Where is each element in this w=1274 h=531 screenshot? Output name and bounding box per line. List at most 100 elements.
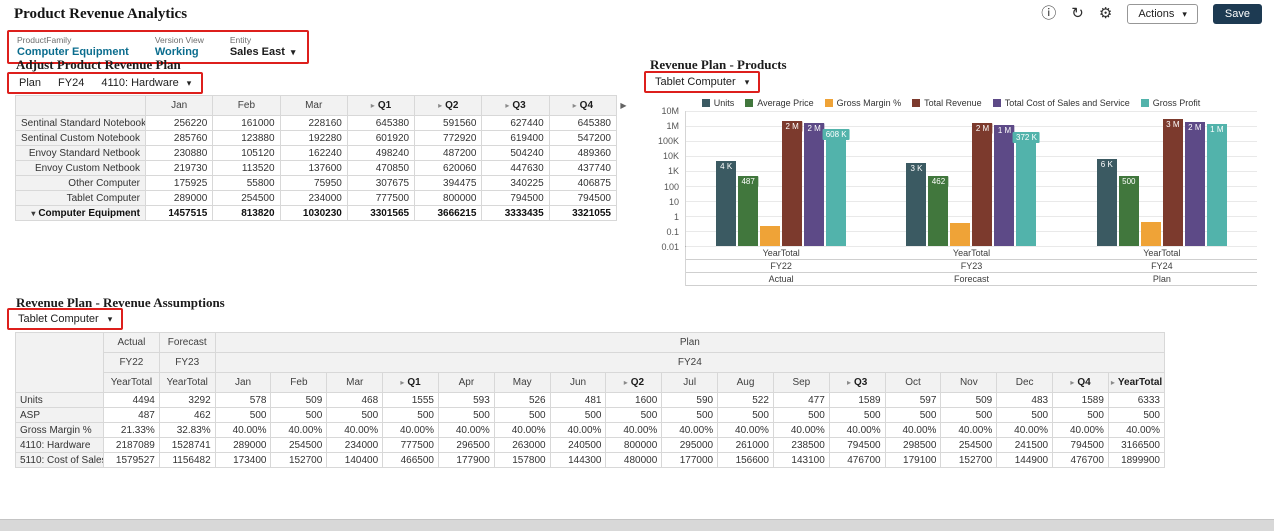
bar-total-cost-of-sales-and-service[interactable]: 2 M	[804, 123, 825, 246]
grid-cell[interactable]: 40.00%	[717, 422, 774, 438]
grid-cell[interactable]: 619400	[481, 130, 550, 146]
save-button[interactable]: Save	[1212, 4, 1262, 24]
column-header[interactable]: ▸ Q2	[414, 95, 483, 116]
row-header[interactable]: Tablet Computer	[15, 190, 146, 206]
grid-cell[interactable]: 298500	[884, 437, 942, 453]
grid-cell[interactable]: 40.00%	[605, 422, 663, 438]
grid-cell[interactable]: 794500	[1052, 437, 1109, 453]
bar-average-price[interactable]: 487	[738, 175, 759, 246]
grid-cell[interactable]: 40.00%	[996, 422, 1054, 438]
info-icon[interactable]: ⓘ	[1041, 5, 1057, 22]
column-header[interactable]: Dec	[996, 372, 1054, 393]
column-header[interactable]: ▸ Q4	[548, 95, 618, 116]
grid-cell[interactable]: 597	[884, 392, 942, 408]
grid-cell[interactable]: 1030230	[279, 205, 348, 221]
grid-cell[interactable]: 55800	[212, 175, 281, 191]
grid-cell[interactable]: 179100	[884, 452, 942, 468]
grid-cell[interactable]: 480000	[605, 452, 663, 468]
grid-cell[interactable]: 777500	[382, 437, 439, 453]
grid-cell[interactable]: 173400	[214, 452, 272, 468]
bar-total-revenue[interactable]: 2 M	[782, 120, 803, 246]
pov-member-account[interactable]: 4110: Hardware	[101, 77, 179, 89]
bar-gross-profit[interactable]: 1 M	[1206, 124, 1227, 246]
grid-cell[interactable]: 261000	[717, 437, 774, 453]
column-header[interactable]: Sep	[772, 372, 830, 393]
column-header[interactable]: Oct	[884, 372, 942, 393]
grid-cell[interactable]: 3666215	[414, 205, 483, 221]
expand-icon[interactable]: ▸	[1110, 378, 1115, 387]
grid-cell[interactable]: 509	[940, 392, 998, 408]
actions-button[interactable]: Actions ▾	[1127, 4, 1198, 24]
grid-cell[interactable]: 40.00%	[326, 422, 384, 438]
grid-cell[interactable]: 40.00%	[493, 422, 551, 438]
bar-total-revenue[interactable]: 3 M	[1162, 118, 1183, 246]
grid-cell[interactable]: 3166500	[1107, 437, 1166, 453]
grid-cell[interactable]: 32.83%	[158, 422, 216, 438]
column-header[interactable]: ▸ Q4	[1052, 372, 1109, 393]
grid-cell[interactable]: 794500	[481, 190, 550, 206]
grid-cell[interactable]: 152700	[270, 452, 328, 468]
column-header[interactable]: Nov	[940, 372, 998, 393]
row-header[interactable]: Envoy Standard Netbook	[15, 145, 146, 161]
pov-member-scenario[interactable]: Plan	[19, 77, 42, 89]
grid-cell[interactable]: 40.00%	[214, 422, 272, 438]
column-header[interactable]: ▸ Q3	[828, 372, 886, 393]
column-header[interactable]: ▸ Q3	[481, 95, 550, 116]
expand-icon[interactable]: ▸	[572, 101, 577, 110]
grid-cell[interactable]: 1457515	[144, 205, 214, 221]
grid-cell[interactable]: 500	[493, 407, 551, 423]
bar-total-revenue[interactable]: 2 M	[972, 123, 993, 246]
bar-units[interactable]: 4 K	[716, 161, 737, 246]
grid-cell[interactable]: 500	[717, 407, 774, 423]
grid-cell[interactable]: 1589	[1052, 392, 1109, 408]
bar-average-price[interactable]: 462	[928, 176, 949, 246]
pov-item-version[interactable]: Version View Working	[155, 35, 204, 58]
grid-cell[interactable]: 500	[828, 407, 886, 423]
grid-cell[interactable]: 40.00%	[270, 422, 328, 438]
grid-cell[interactable]: 140400	[326, 452, 384, 468]
grid-cell[interactable]: 219730	[144, 160, 214, 176]
grid-cell[interactable]: 307675	[346, 175, 416, 191]
bar-units[interactable]: 3 K	[906, 163, 927, 246]
legend-item[interactable]: Average Price	[745, 98, 814, 108]
grid-cell[interactable]: 152700	[940, 452, 998, 468]
grid-cell[interactable]: 256220	[144, 115, 214, 131]
bar-total-cost-of-sales-and-service[interactable]: 1 M	[994, 125, 1015, 246]
column-header[interactable]: Jul	[661, 372, 719, 393]
grid-cell[interactable]: 40.00%	[884, 422, 942, 438]
grid-cell[interactable]: 476700	[1052, 452, 1109, 468]
grid-cell[interactable]: 483	[996, 392, 1054, 408]
column-header[interactable]: ▸ Q1	[346, 95, 416, 116]
column-header[interactable]: Mar	[279, 95, 348, 116]
column-header[interactable]: FY24	[214, 352, 1166, 373]
expand-icon[interactable]: ▸	[505, 101, 510, 110]
grid-cell[interactable]: 1579527	[103, 452, 160, 468]
column-header[interactable]: Jan	[214, 372, 272, 393]
grid-cell[interactable]: 40.00%	[661, 422, 719, 438]
column-header[interactable]: Jan	[144, 95, 214, 116]
grid-cell[interactable]: 234000	[279, 190, 348, 206]
grid-cell[interactable]: 40.00%	[1052, 422, 1109, 438]
row-header[interactable]: ▾ Computer Equipment	[15, 205, 146, 221]
expand-icon[interactable]: ▸	[847, 378, 852, 387]
column-header[interactable]: Actual	[103, 332, 160, 353]
column-header[interactable]: Jun	[549, 372, 607, 393]
grid-cell[interactable]: 522	[717, 392, 774, 408]
grid-cell[interactable]: 6333	[1107, 392, 1166, 408]
row-header[interactable]: Units	[15, 392, 104, 408]
legend-item[interactable]: Gross Margin %	[824, 98, 901, 108]
column-header[interactable]: ▸ YearTotal	[1107, 372, 1166, 393]
grid-cell[interactable]: 240500	[549, 437, 607, 453]
row-header[interactable]: 4110: Hardware	[15, 437, 104, 453]
grid-cell[interactable]: 123880	[212, 130, 281, 146]
grid-cell[interactable]: 645380	[548, 115, 618, 131]
grid-cell[interactable]: 263000	[493, 437, 551, 453]
grid-cell[interactable]: 500	[437, 407, 495, 423]
pov-value[interactable]: Working	[154, 46, 199, 58]
grid-cell[interactable]: 3292	[158, 392, 216, 408]
grid-cell[interactable]: 192280	[279, 130, 348, 146]
row-header[interactable]: Envoy Custom Netbook	[15, 160, 146, 176]
grid-cell[interactable]: 500	[996, 407, 1054, 423]
grid-cell[interactable]: 254500	[270, 437, 328, 453]
grid-cell[interactable]: 177000	[661, 452, 719, 468]
